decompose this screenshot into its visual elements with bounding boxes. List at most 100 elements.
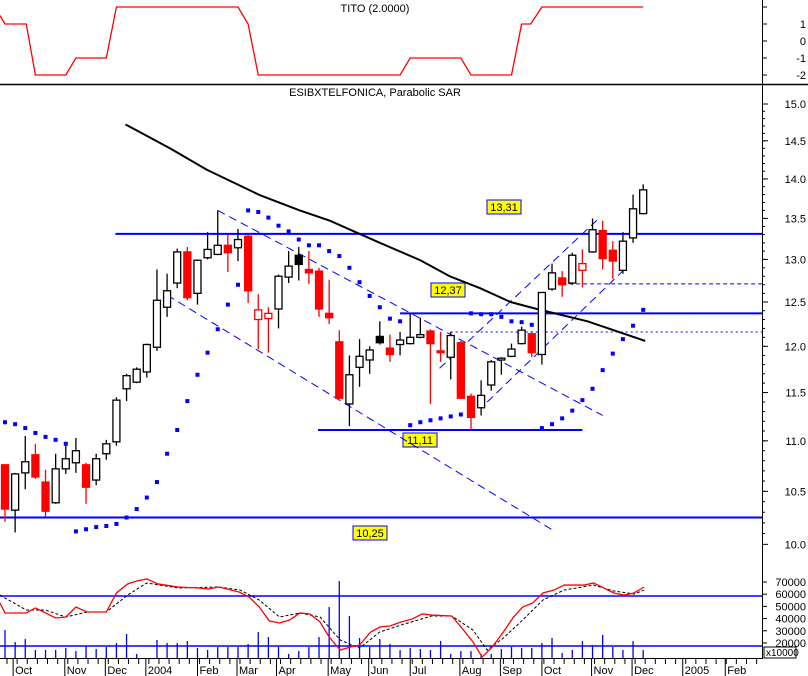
level-label: 13,31 bbox=[490, 202, 518, 214]
candle-body bbox=[406, 336, 415, 345]
candle-body bbox=[335, 341, 344, 399]
price-axis-label: 10.5 bbox=[785, 486, 806, 498]
parabolic-sar-dot bbox=[124, 515, 129, 520]
parabolic-sar-dot bbox=[195, 372, 200, 377]
candle-body bbox=[395, 339, 405, 346]
candle-body bbox=[203, 248, 212, 259]
price-axis-label: 14.5 bbox=[785, 136, 806, 148]
parabolic-sar-dot bbox=[428, 418, 433, 423]
trend-channel-line bbox=[217, 209, 603, 416]
candle-body bbox=[497, 357, 506, 361]
parabolic-sar-dot bbox=[306, 243, 311, 248]
unit-label: x10000 bbox=[766, 648, 799, 659]
month-label: Aug bbox=[462, 665, 482, 676]
parabolic-sar-dot bbox=[600, 368, 605, 373]
trend-channel-line bbox=[166, 294, 554, 531]
candle-body bbox=[588, 229, 597, 253]
candle-body bbox=[385, 347, 395, 356]
oscillator-signal-line bbox=[0, 582, 645, 651]
candle-body bbox=[598, 229, 607, 260]
parabolic-sar-dot bbox=[641, 307, 646, 312]
level-label: 11,11 bbox=[407, 435, 433, 447]
parabolic-sar-dot bbox=[631, 323, 636, 328]
price-panel-title: ESIBXTELFONICA, Parabolic SAR bbox=[289, 87, 461, 99]
price-axis-label: 11.0 bbox=[785, 436, 806, 448]
month-label: Nov bbox=[594, 665, 614, 676]
month-label: 2005 bbox=[685, 665, 709, 676]
parabolic-sar-dot bbox=[560, 416, 565, 421]
tito-line bbox=[0, 6, 644, 76]
candle-body bbox=[578, 262, 587, 271]
parabolic-sar-dot bbox=[266, 215, 271, 220]
candle-body bbox=[102, 443, 111, 455]
parabolic-sar-dot bbox=[580, 398, 585, 403]
parabolic-sar-dot bbox=[337, 254, 342, 259]
parabolic-sar-dot bbox=[620, 337, 625, 342]
candle-body bbox=[264, 312, 273, 320]
osc-axis-label: 70000 bbox=[775, 577, 806, 589]
parabolic-sar-dot bbox=[296, 237, 301, 242]
month-label: Apr bbox=[279, 665, 296, 676]
parabolic-sar-dot bbox=[458, 412, 463, 417]
osc-axis-label: 30000 bbox=[775, 626, 806, 638]
candle-body bbox=[223, 244, 233, 254]
parabolic-sar-dot bbox=[43, 434, 48, 439]
osc-axis-label: 40000 bbox=[775, 614, 806, 626]
parabolic-sar-dot bbox=[539, 426, 544, 431]
month-label: Dec bbox=[634, 665, 654, 676]
candle-body bbox=[243, 235, 253, 292]
month-label: Dec bbox=[107, 665, 127, 676]
parabolic-sar-dot bbox=[256, 210, 261, 215]
unit-label-box bbox=[763, 646, 797, 659]
candle-body bbox=[466, 395, 476, 419]
parabolic-sar-dot bbox=[73, 529, 78, 534]
candle-body bbox=[183, 251, 192, 299]
trend-channel-line bbox=[486, 266, 628, 403]
parabolic-sar-dot bbox=[3, 420, 7, 425]
parabolic-sar-dot bbox=[529, 322, 534, 327]
candle-body bbox=[21, 461, 30, 474]
candle-body bbox=[476, 394, 486, 409]
candle-body bbox=[527, 333, 536, 354]
parabolic-sar-dot bbox=[418, 420, 423, 425]
parabolic-sar-dot bbox=[377, 305, 382, 310]
candle-body bbox=[61, 458, 70, 470]
parabolic-sar-dot bbox=[63, 441, 68, 446]
candle-body bbox=[568, 254, 577, 284]
price-axis-label: 12.0 bbox=[785, 341, 806, 353]
candle-body bbox=[294, 254, 303, 266]
parabolic-sar-dot bbox=[94, 525, 99, 530]
level-label-box bbox=[402, 432, 438, 448]
oscillator-line bbox=[0, 578, 645, 659]
parabolic-sar-dot bbox=[104, 524, 109, 529]
candle-body bbox=[173, 251, 182, 284]
month-label: Jul bbox=[412, 665, 426, 676]
parabolic-sar-dot bbox=[590, 386, 595, 391]
month-label: Mar bbox=[239, 665, 258, 676]
tito-panel-title: TITO (2.0000) bbox=[340, 3, 410, 15]
candle-body bbox=[507, 348, 516, 357]
osc-axis-label: 60000 bbox=[775, 589, 806, 601]
month-label: Feb bbox=[199, 665, 218, 676]
parabolic-sar-dot bbox=[438, 416, 443, 421]
month-label: May bbox=[330, 665, 351, 676]
candle-body bbox=[365, 349, 374, 361]
moving-average-line bbox=[125, 123, 646, 342]
candle-body bbox=[618, 240, 628, 271]
candle-body bbox=[162, 290, 172, 308]
tito-axis-label: -2 bbox=[796, 70, 806, 82]
candle-body bbox=[122, 375, 131, 390]
candle-body bbox=[628, 208, 638, 239]
month-label: Oct bbox=[15, 665, 32, 676]
parabolic-sar-dot bbox=[134, 507, 139, 512]
trend-channel-line bbox=[439, 217, 600, 369]
candle-body bbox=[284, 265, 293, 278]
month-label: Nov bbox=[67, 665, 87, 676]
parabolic-sar-dot bbox=[550, 422, 555, 427]
osc-axis-label: 50000 bbox=[775, 601, 806, 613]
candle-body bbox=[112, 399, 121, 443]
candle-body bbox=[558, 277, 567, 286]
candle-body bbox=[132, 368, 141, 383]
candle-body bbox=[325, 312, 334, 319]
